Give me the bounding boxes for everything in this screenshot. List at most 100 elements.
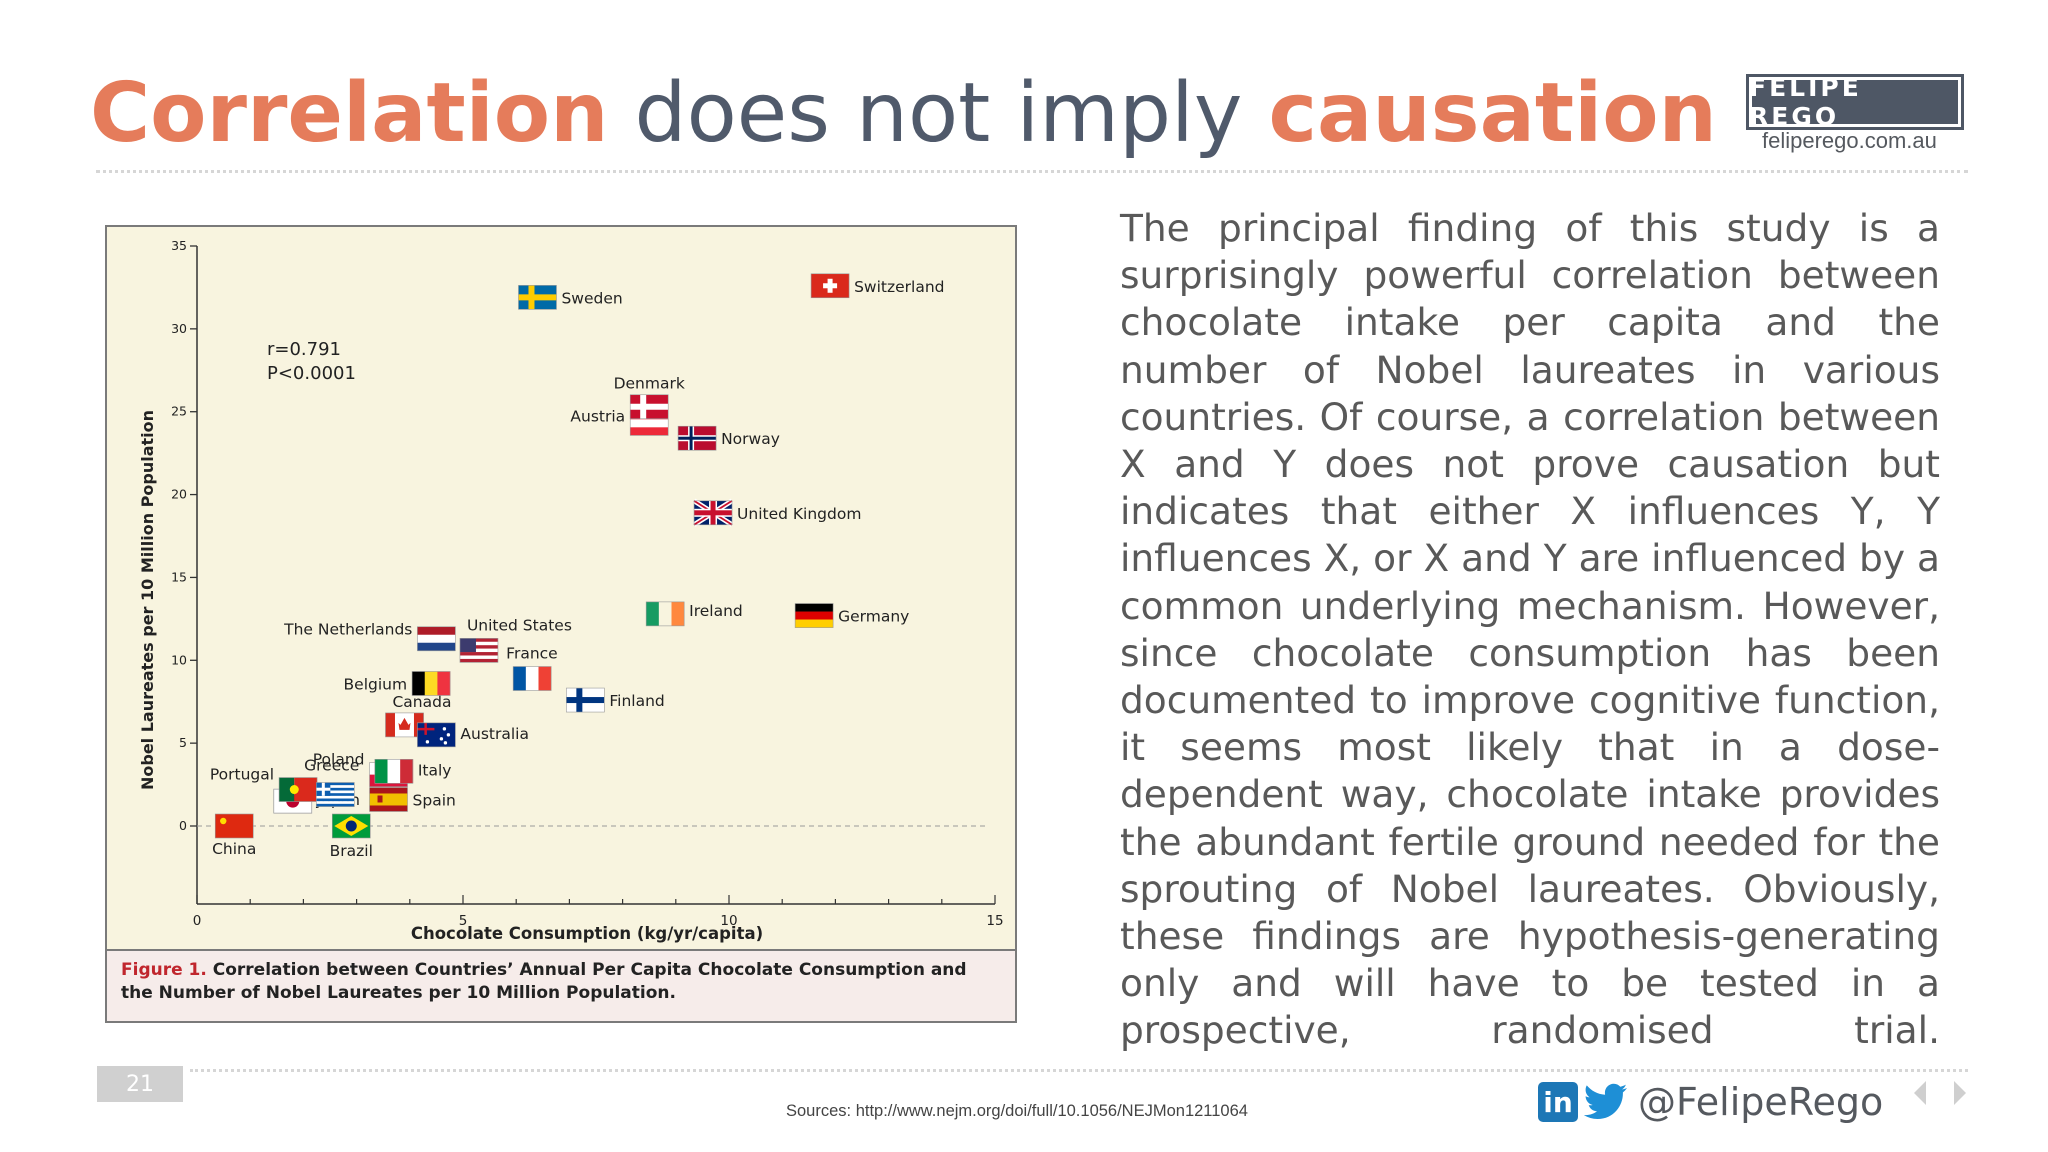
flag-stripe: [658, 601, 672, 626]
y-tick-label: 10: [171, 652, 187, 667]
title-middle: does not imply: [608, 66, 1269, 161]
flag-stripe: [417, 642, 456, 652]
flag-stripe: [316, 793, 355, 797]
flag-border: [645, 601, 685, 627]
data-point-germany: Germany: [794, 603, 909, 628]
flag-border: [459, 638, 499, 663]
point-label: Norway: [721, 430, 780, 448]
point-label: United States: [467, 616, 572, 634]
data-point-norway: Norway: [677, 425, 780, 451]
flag-stripe: [538, 666, 552, 691]
prev-slide-icon[interactable]: [1910, 1078, 1930, 1108]
data-point-belgium: Belgium: [344, 671, 451, 696]
flag-stripe: [387, 759, 401, 784]
y-axis-label: Nobel Laureates per 10 Million Populatio…: [138, 410, 157, 790]
y-tick-label: 15: [171, 569, 187, 584]
y-tick-label: 0: [179, 818, 187, 833]
flag-stripe: [795, 603, 834, 612]
flag-cross: [630, 403, 669, 410]
p-annotation: P<0.0001: [267, 363, 356, 384]
flag-border: [693, 500, 733, 526]
x-tick-label: 15: [986, 913, 1003, 929]
data-point-switzerland: Switzerland: [810, 273, 945, 299]
flag-stripe: [513, 666, 527, 691]
flag-stripe: [459, 645, 498, 649]
flag-border: [374, 759, 414, 784]
data-point-france: France: [506, 645, 558, 691]
point-label: Ireland: [689, 602, 743, 620]
flag-stripe: [525, 666, 539, 691]
flag-stripe: [417, 634, 456, 644]
flag-stripe: [385, 712, 396, 737]
data-point-spain: Spain: [369, 787, 456, 812]
social-links: in @FelipeRego: [1538, 1080, 1883, 1124]
data-point-ireland: Ireland: [645, 601, 743, 627]
twitter-icon[interactable]: [1584, 1083, 1628, 1121]
point-label: Spain: [413, 791, 456, 809]
data-point-finland: Finland: [566, 687, 665, 713]
flag-stripe: [424, 671, 438, 696]
flag-star: [446, 733, 451, 737]
flag-border: [214, 813, 254, 839]
flag-border: [629, 394, 669, 420]
figure-caption: Figure 1. Correlation between Countries’…: [107, 949, 1015, 1021]
caption-text: Correlation between Countries’ Annual Pe…: [121, 960, 967, 1003]
flag-border: [411, 671, 451, 696]
top-divider: [96, 170, 1968, 173]
data-point-portugal: Portugal: [210, 766, 318, 802]
flag-disc: [345, 820, 357, 832]
y-tick-label: 35: [171, 238, 187, 253]
linkedin-icon[interactable]: in: [1538, 1082, 1578, 1122]
point-label: Portugal: [210, 766, 274, 784]
flag-stripe: [630, 427, 669, 436]
flag-stripe: [459, 641, 498, 646]
point-label: United Kingdom: [737, 505, 861, 523]
data-point-the-netherlands: The Netherlands: [283, 621, 456, 652]
point-label: Australia: [460, 725, 529, 743]
twitter-handle[interactable]: @FelipeRego: [1638, 1080, 1884, 1124]
caption-label: Figure 1.: [121, 960, 207, 980]
point-label: Denmark: [614, 375, 685, 393]
flag-cross: [678, 436, 717, 440]
flag-stripe: [316, 801, 355, 805]
flag-stripe: [316, 798, 355, 802]
title-causation: causation: [1268, 66, 1717, 161]
title-correlation: Correlation: [90, 66, 609, 161]
brand-url[interactable]: feliperego.com.au: [1762, 128, 1937, 153]
point-label: China: [212, 840, 256, 858]
flag-star: [443, 741, 448, 745]
flag-border: [316, 782, 355, 807]
flag-cross: [694, 510, 733, 516]
flag-stripe: [459, 652, 498, 656]
point-label: Belgium: [344, 675, 408, 693]
flag-border: [417, 626, 456, 652]
body-paragraph: The principal finding of this study is a…: [1120, 206, 1940, 1053]
flag-stripe: [459, 638, 498, 642]
sources-link[interactable]: Sources: http://www.nejm.org/doi/full/10…: [786, 1102, 1248, 1120]
flag-stripe: [459, 658, 498, 663]
flag-stripe: [400, 759, 414, 784]
point-label: The Netherlands: [283, 621, 412, 639]
data-point-sweden: Sweden: [518, 285, 623, 310]
flag-stripe: [417, 626, 456, 636]
flag-stripe: [316, 782, 355, 786]
flag-cross: [424, 722, 427, 735]
flag-stripe: [459, 648, 498, 653]
data-point-italy: Italy: [374, 759, 451, 784]
flag-border: [794, 603, 834, 628]
flag-border: [810, 273, 850, 299]
flag-border: [677, 425, 717, 451]
flag-stripe: [374, 759, 388, 784]
next-slide-icon[interactable]: [1950, 1078, 1970, 1108]
flag-border: [331, 813, 371, 839]
bottom-divider: [190, 1069, 1968, 1072]
flag-emblem: [289, 785, 299, 795]
flag-star: [442, 727, 447, 731]
flag-stripe: [316, 795, 355, 799]
point-label: Austria: [570, 407, 625, 425]
data-point-brazil: Brazil: [330, 813, 373, 860]
point-label: Poland: [313, 751, 365, 769]
y-tick-label: 30: [171, 321, 187, 336]
flag-stripe: [316, 803, 355, 807]
